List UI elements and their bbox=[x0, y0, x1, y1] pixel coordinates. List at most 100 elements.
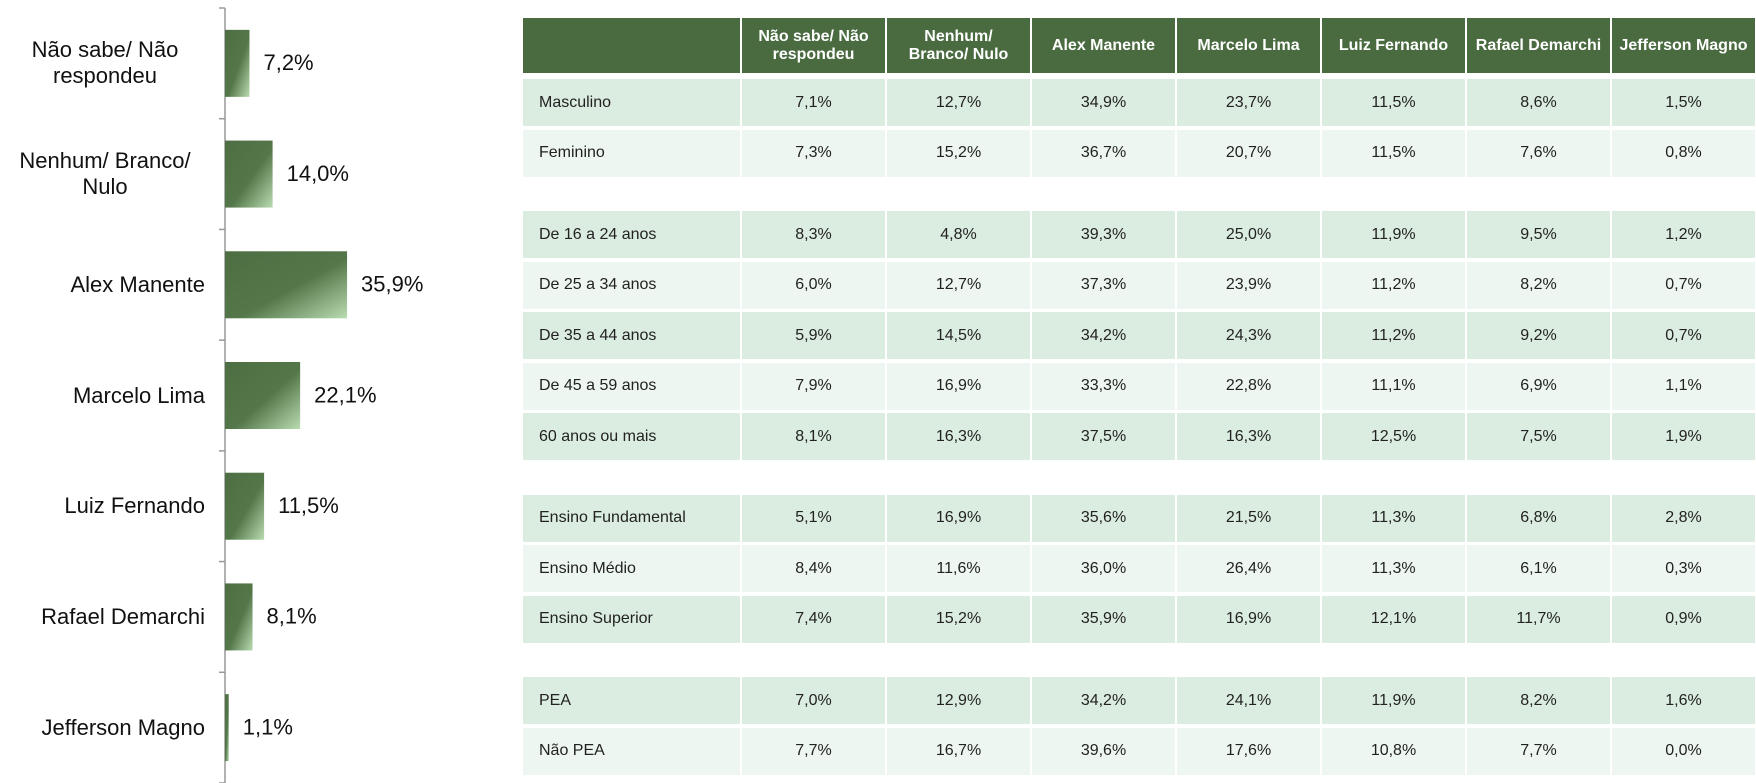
value-label: 11,5% bbox=[278, 493, 339, 518]
value-label: 7,2% bbox=[263, 50, 313, 75]
table-cell: 16,3% bbox=[887, 413, 1030, 460]
row-label: De 16 a 24 anos bbox=[523, 211, 740, 258]
table-cell: 16,9% bbox=[1177, 595, 1320, 643]
table-cell: 39,3% bbox=[1032, 211, 1175, 258]
table-cell: 7,1% bbox=[742, 79, 885, 126]
table-cell: 0,7% bbox=[1612, 312, 1755, 359]
table-cell: 7,9% bbox=[742, 362, 885, 410]
table-cell: 7,6% bbox=[1467, 129, 1610, 177]
table-cell: 1,6% bbox=[1612, 677, 1755, 724]
table-cell: 11,2% bbox=[1322, 261, 1465, 309]
table-cell: 0,7% bbox=[1612, 261, 1755, 309]
table-cell: 4,8% bbox=[887, 211, 1030, 258]
table-cell: 15,2% bbox=[887, 595, 1030, 643]
column-header: Nenhum/ Branco/ Nulo bbox=[887, 18, 1030, 73]
table-cell: 12,1% bbox=[1322, 595, 1465, 643]
value-label: 1,1% bbox=[243, 714, 293, 739]
row-label: PEA bbox=[523, 677, 740, 724]
table-cell: 35,6% bbox=[1032, 494, 1175, 542]
category-label: Jefferson Magno bbox=[41, 714, 205, 740]
table-cell: 11,9% bbox=[1322, 677, 1465, 724]
category-label: Luiz Fernando bbox=[64, 493, 205, 519]
column-header: Marcelo Lima bbox=[1177, 18, 1320, 73]
row-label: De 35 a 44 anos bbox=[523, 312, 740, 359]
category-label: Alex Manente bbox=[70, 271, 205, 297]
table-cell: 2,8% bbox=[1612, 494, 1755, 542]
table-cell: 0,3% bbox=[1612, 545, 1755, 592]
table-cell: 1,1% bbox=[1612, 362, 1755, 410]
table-cell: 11,5% bbox=[1322, 129, 1465, 177]
table-cell: 14,5% bbox=[887, 312, 1030, 359]
table-cell: 22,8% bbox=[1177, 362, 1320, 410]
table-cell: 37,5% bbox=[1032, 413, 1175, 460]
table-cell: 11,1% bbox=[1322, 362, 1465, 410]
value-label: 8,1% bbox=[267, 604, 317, 629]
table-cell: 15,2% bbox=[887, 129, 1030, 177]
column-header: Não sabe/ Não respondeu bbox=[742, 18, 885, 73]
row-label: 60 anos ou mais bbox=[523, 413, 740, 460]
table-cell: 0,9% bbox=[1612, 595, 1755, 643]
table-cell: 8,2% bbox=[1467, 677, 1610, 724]
chart: 7,2% 14,0% 35,9% 22,1% 11,5% 8,1% 1,1% bbox=[219, 7, 423, 783]
row-label: De 45 a 59 anos bbox=[523, 362, 740, 410]
value-label: 35,9% bbox=[361, 272, 423, 297]
table-cell: 7,3% bbox=[742, 129, 885, 177]
row-label: Não PEA bbox=[523, 727, 740, 775]
bar bbox=[225, 251, 348, 319]
table-cell: 20,7% bbox=[1177, 129, 1320, 177]
column-header: Alex Manente bbox=[1032, 18, 1175, 73]
table-cell: 1,5% bbox=[1612, 79, 1755, 126]
table-cell: 16,3% bbox=[1177, 413, 1320, 460]
table-cell: 6,1% bbox=[1467, 545, 1610, 592]
table-cell: 34,2% bbox=[1032, 677, 1175, 724]
table-cell: 8,2% bbox=[1467, 261, 1610, 309]
bar bbox=[225, 140, 273, 208]
column-header: Jefferson Magno bbox=[1612, 18, 1755, 73]
table-cell: 11,5% bbox=[1322, 79, 1465, 126]
table-cell: 9,5% bbox=[1467, 211, 1610, 258]
value-label: 14,0% bbox=[287, 161, 349, 186]
bar bbox=[225, 583, 253, 651]
bar bbox=[225, 362, 301, 429]
table-cell: 7,0% bbox=[742, 677, 885, 724]
table-cell: 9,2% bbox=[1467, 312, 1610, 359]
row-label: De 25 a 34 anos bbox=[523, 261, 740, 309]
table-cell: 21,5% bbox=[1177, 494, 1320, 542]
row-label: Ensino Fundamental bbox=[523, 494, 740, 542]
table-cell: 11,3% bbox=[1322, 545, 1465, 592]
table-cell: 6,9% bbox=[1467, 362, 1610, 410]
value-label: 22,1% bbox=[314, 382, 376, 407]
table-cell: 26,4% bbox=[1177, 545, 1320, 592]
table-cell: 6,8% bbox=[1467, 494, 1610, 542]
table-cell: 6,0% bbox=[742, 261, 885, 309]
table-cell: 11,2% bbox=[1322, 312, 1465, 359]
table-cell: 5,1% bbox=[742, 494, 885, 542]
table-cell: 11,7% bbox=[1467, 595, 1610, 643]
table-cell: 23,9% bbox=[1177, 261, 1320, 309]
table-cell: 11,6% bbox=[887, 545, 1030, 592]
table-cell: 8,6% bbox=[1467, 79, 1610, 126]
row-label: Feminino bbox=[523, 129, 740, 177]
table-cell: 8,4% bbox=[742, 545, 885, 592]
table-cell: 17,6% bbox=[1177, 727, 1320, 775]
table-cell: 34,2% bbox=[1032, 312, 1175, 359]
table-cell: 7,4% bbox=[742, 595, 885, 643]
table-cell: 11,3% bbox=[1322, 494, 1465, 542]
table-cell: 12,7% bbox=[887, 261, 1030, 309]
table-cell: 10,8% bbox=[1322, 727, 1465, 775]
category-label: Nenhum/ Branco/ Nulo bbox=[19, 148, 191, 200]
category-label: Rafael Demarchi bbox=[41, 603, 205, 629]
table-cell: 24,3% bbox=[1177, 312, 1320, 359]
column-header: Luiz Fernando bbox=[1322, 18, 1465, 73]
table-cell: 36,7% bbox=[1032, 129, 1175, 177]
table-cell: 8,3% bbox=[742, 211, 885, 258]
category-label: Marcelo Lima bbox=[72, 382, 205, 408]
table-cell: 37,3% bbox=[1032, 261, 1175, 309]
table-cell: 12,5% bbox=[1322, 413, 1465, 460]
table-cell: 5,9% bbox=[742, 312, 885, 359]
table-cell: 16,9% bbox=[887, 494, 1030, 542]
table-cell: 34,9% bbox=[1032, 79, 1175, 126]
table-cell: 39,6% bbox=[1032, 727, 1175, 775]
bar bbox=[225, 694, 229, 762]
